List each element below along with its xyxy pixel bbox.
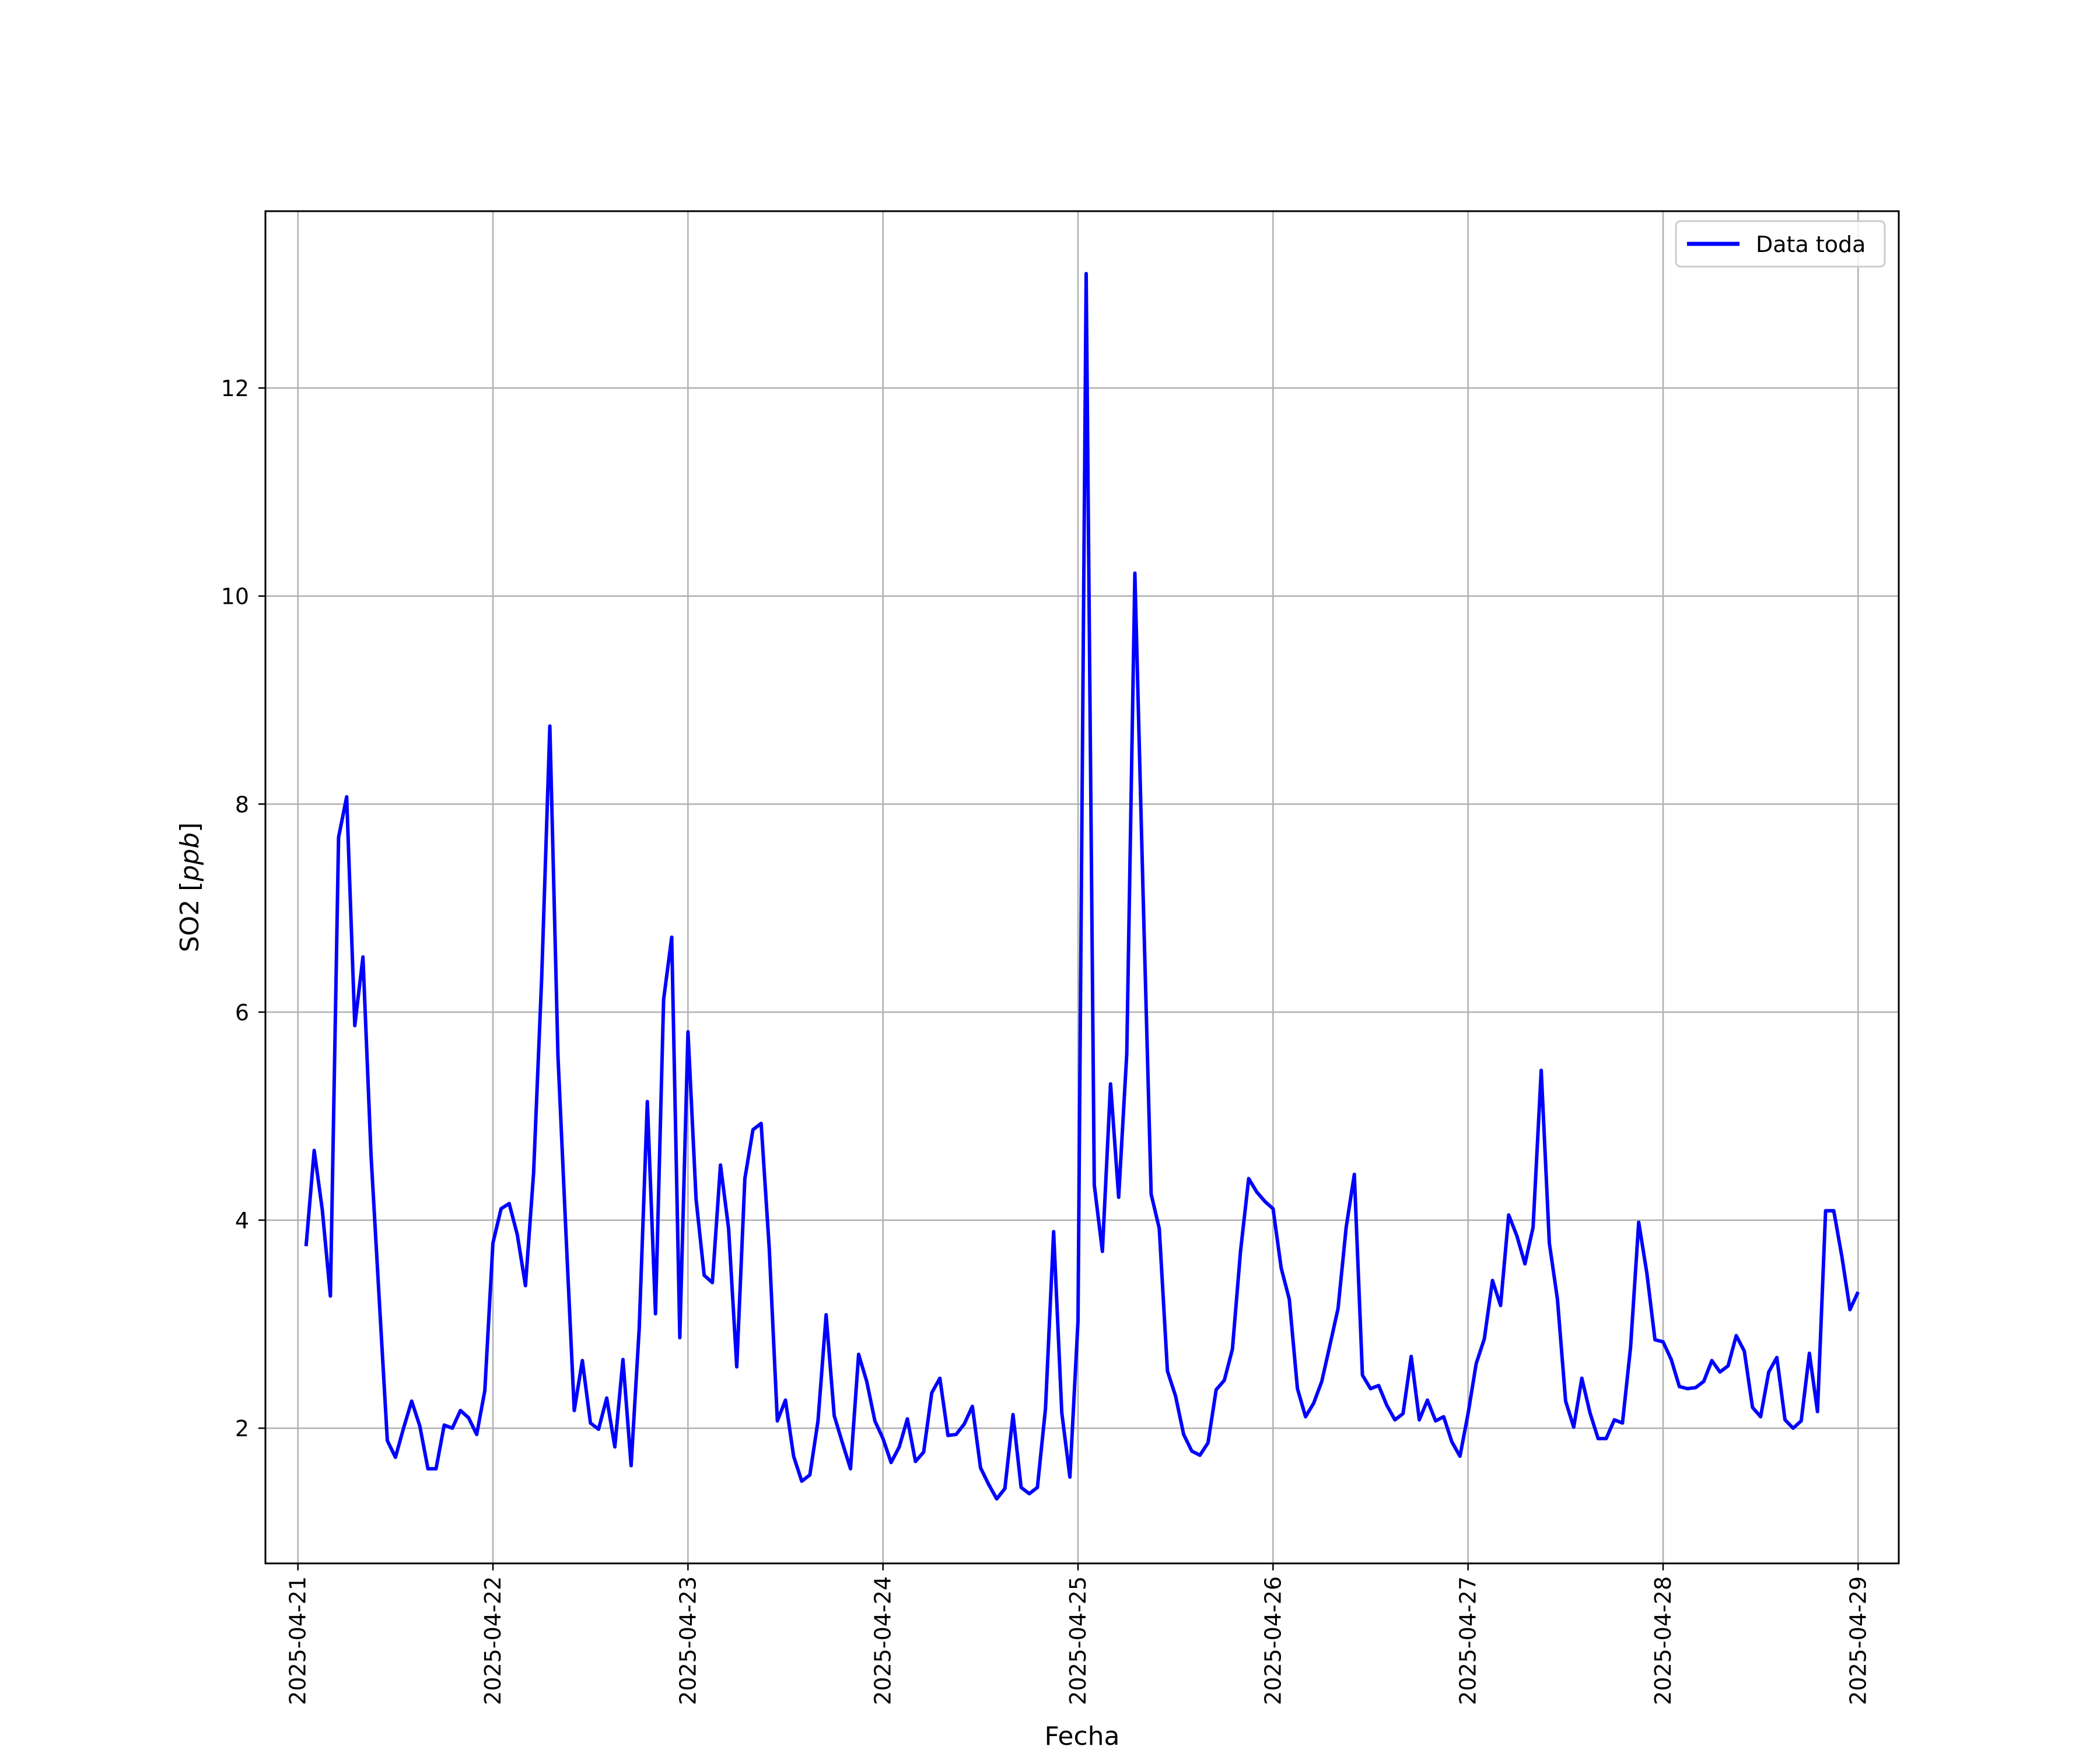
y-tick-label: 4	[235, 1208, 249, 1234]
x-tick-label: 2025-04-25	[1065, 1576, 1091, 1705]
y-tick-label: 10	[221, 584, 249, 610]
x-axis-label: Fecha	[1044, 1721, 1119, 1750]
y-tick-label: 12	[221, 376, 249, 401]
x-tick-label: 2025-04-23	[675, 1576, 701, 1705]
x-tick-label: 2025-04-26	[1260, 1576, 1286, 1705]
legend: Data toda	[1675, 220, 1886, 268]
x-tick-label: 2025-04-27	[1455, 1576, 1481, 1705]
x-tick-label: 2025-04-29	[1845, 1576, 1871, 1705]
x-tick-label: 2025-04-21	[285, 1576, 311, 1705]
y-axis-label: SO2 [ppb]	[175, 823, 205, 953]
x-tick-label: 2025-04-24	[870, 1576, 896, 1705]
legend-box	[1675, 220, 1886, 268]
x-tick-label: 2025-04-22	[480, 1576, 506, 1705]
y-tick-label: 8	[235, 792, 249, 817]
y-tick-label: 6	[235, 1000, 249, 1026]
y-tick-label: 2	[235, 1416, 249, 1441]
legend-label: Data toda	[1756, 232, 1866, 257]
plot-frame	[264, 210, 1900, 1565]
x-tick-label: 2025-04-28	[1650, 1576, 1676, 1705]
y-axis-label-close: ]	[175, 823, 205, 832]
axis-ticks: 2025-04-21 2025-04-22 2025-04-23 2025-04-24…	[221, 376, 1871, 1705]
y-axis-label-unit: ppb	[175, 832, 205, 882]
series-layer	[304, 272, 1860, 1501]
series-line	[304, 272, 1860, 1501]
y-axis-label-text: SO2 [	[175, 881, 205, 953]
